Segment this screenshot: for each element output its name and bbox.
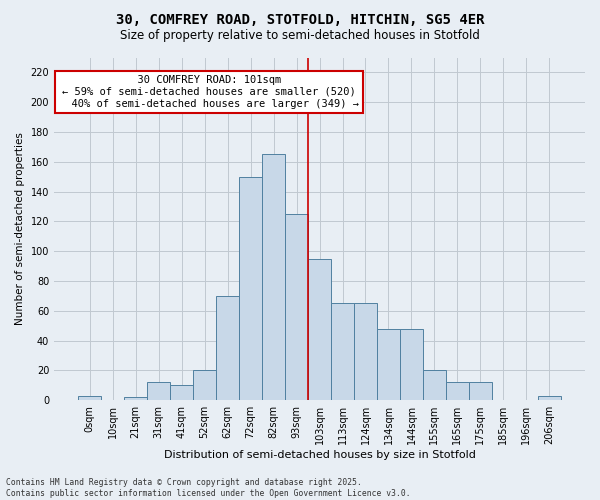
X-axis label: Distribution of semi-detached houses by size in Stotfold: Distribution of semi-detached houses by … [164,450,475,460]
Bar [354,304,377,400]
Bar [124,397,147,400]
Bar [308,258,331,400]
Bar [193,370,216,400]
Bar [400,328,423,400]
Text: 30 COMFREY ROAD: 101sqm  
← 59% of semi-detached houses are smaller (520)
  40% : 30 COMFREY ROAD: 101sqm ← 59% of semi-de… [59,76,359,108]
Y-axis label: Number of semi-detached properties: Number of semi-detached properties [15,132,25,326]
Bar [469,382,492,400]
Bar [331,304,354,400]
Bar [262,154,285,400]
Bar [285,214,308,400]
Bar [377,328,400,400]
Bar [538,396,561,400]
Text: Contains HM Land Registry data © Crown copyright and database right 2025.
Contai: Contains HM Land Registry data © Crown c… [6,478,410,498]
Text: 30, COMFREY ROAD, STOTFOLD, HITCHIN, SG5 4ER: 30, COMFREY ROAD, STOTFOLD, HITCHIN, SG5… [116,12,484,26]
Bar [216,296,239,400]
Bar [78,396,101,400]
Bar [170,386,193,400]
Bar [239,176,262,400]
Bar [446,382,469,400]
Text: Size of property relative to semi-detached houses in Stotfold: Size of property relative to semi-detach… [120,29,480,42]
Bar [147,382,170,400]
Bar [423,370,446,400]
